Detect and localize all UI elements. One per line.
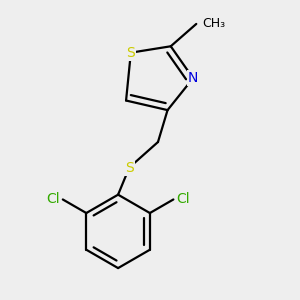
- Text: Cl: Cl: [177, 193, 190, 206]
- Text: Cl: Cl: [46, 193, 60, 206]
- Text: S: S: [127, 46, 135, 60]
- Text: CH₃: CH₃: [203, 17, 226, 30]
- Text: N: N: [188, 71, 198, 85]
- Text: S: S: [125, 160, 134, 175]
